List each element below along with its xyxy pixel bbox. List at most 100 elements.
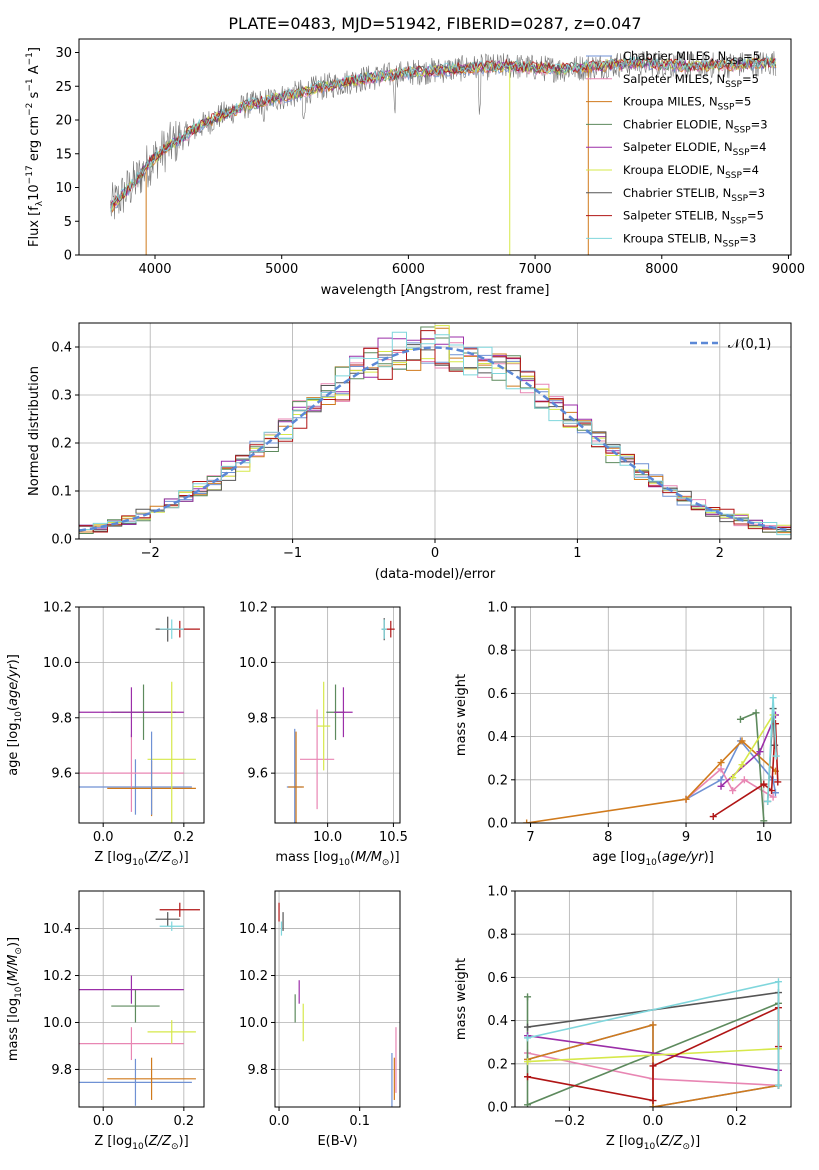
x-tick-label: 0.2	[726, 1114, 747, 1129]
weight-marker	[760, 780, 768, 788]
y-tick-label: 10.2	[43, 601, 72, 616]
y-tick-label: 0.8	[487, 928, 508, 943]
x-axis-label: wavelength [Angstrom, rest frame]	[321, 283, 550, 298]
y-tick-label: 9.6	[247, 767, 268, 782]
y-tick-label: 10.0	[43, 656, 72, 671]
weight-marker	[649, 1062, 657, 1070]
y-tick-label: 10	[55, 181, 72, 196]
y-tick-label: 0	[64, 249, 72, 264]
weight-series-line	[527, 1034, 779, 1072]
x-tick-label: 4000	[138, 262, 171, 277]
observed-spectrum-line	[110, 50, 777, 220]
y-tick-label: 0.1	[51, 485, 72, 500]
weight-marker	[709, 813, 717, 821]
axes-frame	[78, 38, 792, 256]
weight-marker	[771, 789, 779, 797]
legend-entry: Kroupa MILES, NSSP=5	[623, 95, 751, 113]
weight-marker	[524, 993, 532, 1001]
legend-entry: Chabrier ELODIE, NSSP=3	[623, 117, 768, 135]
y-tick-label: 0.2	[487, 773, 508, 788]
normal-reference-line	[79, 346, 791, 532]
y-tick-label: 0.4	[487, 1014, 508, 1029]
x-tick-label: 7000	[519, 262, 552, 277]
weight-marker	[524, 1058, 532, 1066]
weight-marker	[729, 774, 737, 782]
y-tick-label: 10.0	[239, 656, 268, 671]
legend-entry: Salpeter MILES, NSSP=5	[623, 72, 759, 90]
weight-marker	[649, 1021, 657, 1029]
y-tick-label: 20	[55, 114, 72, 129]
weight-series-line	[527, 1047, 779, 1063]
x-tick-label: 0.0	[93, 1114, 114, 1129]
weight-marker	[764, 797, 772, 805]
weight-marker	[717, 776, 725, 784]
x-tick-label: 9	[682, 830, 690, 845]
weight-marker	[524, 1034, 532, 1042]
x-tick-label: 0.2	[173, 1114, 194, 1129]
legend-entry: Salpeter STELIB, NSSP=5	[623, 209, 764, 227]
error-bars	[286, 618, 395, 823]
legend-entry: Kroupa ELODIE, NSSP=4	[623, 163, 759, 181]
mass-weight-vs-age-panel: 7 8 9 10 0.0 0.2 0.4 0.6 0.8 1.0 age [log10(age/yr…	[454, 601, 792, 868]
x-tick-label: 10	[756, 830, 773, 845]
x-axis-label: Z [log10(Z/Z⊙)]	[94, 1134, 188, 1152]
x-tick-label: 8	[604, 830, 612, 845]
axes-frame	[274, 890, 401, 1108]
histogram-steps	[79, 325, 791, 536]
mass-weight-vs-Z-panel: −0.2 0.0 0.2 0.0 0.2 0.4 0.6 0.8 1.0 Z [log10(Z/Z…	[454, 885, 792, 1152]
y-tick-label: 10.4	[43, 922, 72, 937]
x-axis-label: age [log10(age/yr)]	[592, 850, 714, 868]
y-axis-label: mass weight	[454, 674, 469, 756]
y-tick-label: 10.0	[43, 1016, 72, 1031]
y-tick-label: 10.4	[239, 922, 268, 937]
y-tick-label: 0.6	[487, 687, 508, 702]
weight-marker	[523, 819, 531, 823]
weight-marker	[760, 817, 768, 823]
y-tick-label: 0.8	[487, 644, 508, 659]
x-tick-label: 0.0	[269, 1114, 290, 1129]
y-tick-label: 0.6	[487, 971, 508, 986]
x-tick-label: 2	[716, 546, 724, 561]
weight-marker	[524, 1073, 532, 1081]
y-tick-label: 9.8	[51, 1063, 72, 1078]
axes-frame	[78, 890, 205, 1108]
axes-frame	[78, 606, 205, 824]
y-tick-label: 10.2	[239, 601, 268, 616]
y-tick-label: 1.0	[487, 601, 508, 616]
y-tick-label: 5	[64, 215, 72, 230]
y-tick-label: 0.0	[487, 1101, 508, 1116]
y-tick-label: 1.0	[487, 885, 508, 900]
x-tick-label: 8000	[645, 262, 678, 277]
age-vs-mass-panel: 10.0 10.5 9.6 9.8 10.0 10.2 mass [log10(M/M⊙)]	[239, 601, 408, 869]
spectrum-lines	[110, 50, 777, 255]
weight-marker	[769, 694, 777, 702]
y-tick-label: 9.8	[247, 1063, 268, 1078]
x-axis-label: mass [log10(M/M⊙)]	[275, 850, 399, 868]
weight-marker	[649, 1103, 657, 1107]
y-tick-label: 25	[55, 80, 72, 95]
y-axis-label: mass weight	[454, 958, 469, 1040]
weight-marker	[729, 787, 737, 795]
age-vs-Z-panel: 0.0 0.2 9.6 9.8 10.0 10.2 Z [log10(Z/Z⊙)] age […	[6, 601, 205, 868]
histogram-panel: −2 −1 0 1 2 0.0 0.1 0.2 0.3 0.4 (data-model)/error…	[27, 322, 792, 582]
y-tick-label: 0.0	[487, 817, 508, 832]
weight-lines	[524, 978, 782, 1107]
y-axis-label: Flux [fλ10−17 erg cm−2 s−1 A−1]	[25, 47, 45, 247]
weight-lines	[523, 694, 782, 823]
error-bars	[278, 902, 397, 1107]
x-tick-label: 0.0	[643, 1114, 664, 1129]
figure-title: PLATE=0483, MJD=51942, FIBERID=0287, z=0…	[228, 14, 641, 33]
axes-frame	[78, 322, 792, 540]
x-tick-label: 0.1	[349, 1114, 370, 1129]
spectrum-panel: 4000 5000 6000 7000 8000 9000 0 5 10 15 20 25 30 wave…	[25, 38, 805, 298]
y-tick-label: 0.0	[51, 533, 72, 548]
axes-frame	[514, 606, 792, 824]
x-tick-label: 10.5	[379, 830, 408, 845]
weight-marker	[736, 715, 744, 723]
x-tick-label: 0.2	[173, 830, 194, 845]
weight-marker	[771, 720, 779, 728]
x-tick-label: 7	[526, 830, 534, 845]
y-tick-label: 0.2	[487, 1057, 508, 1072]
weight-marker	[524, 1101, 532, 1107]
y-tick-label: 10.2	[43, 969, 72, 984]
